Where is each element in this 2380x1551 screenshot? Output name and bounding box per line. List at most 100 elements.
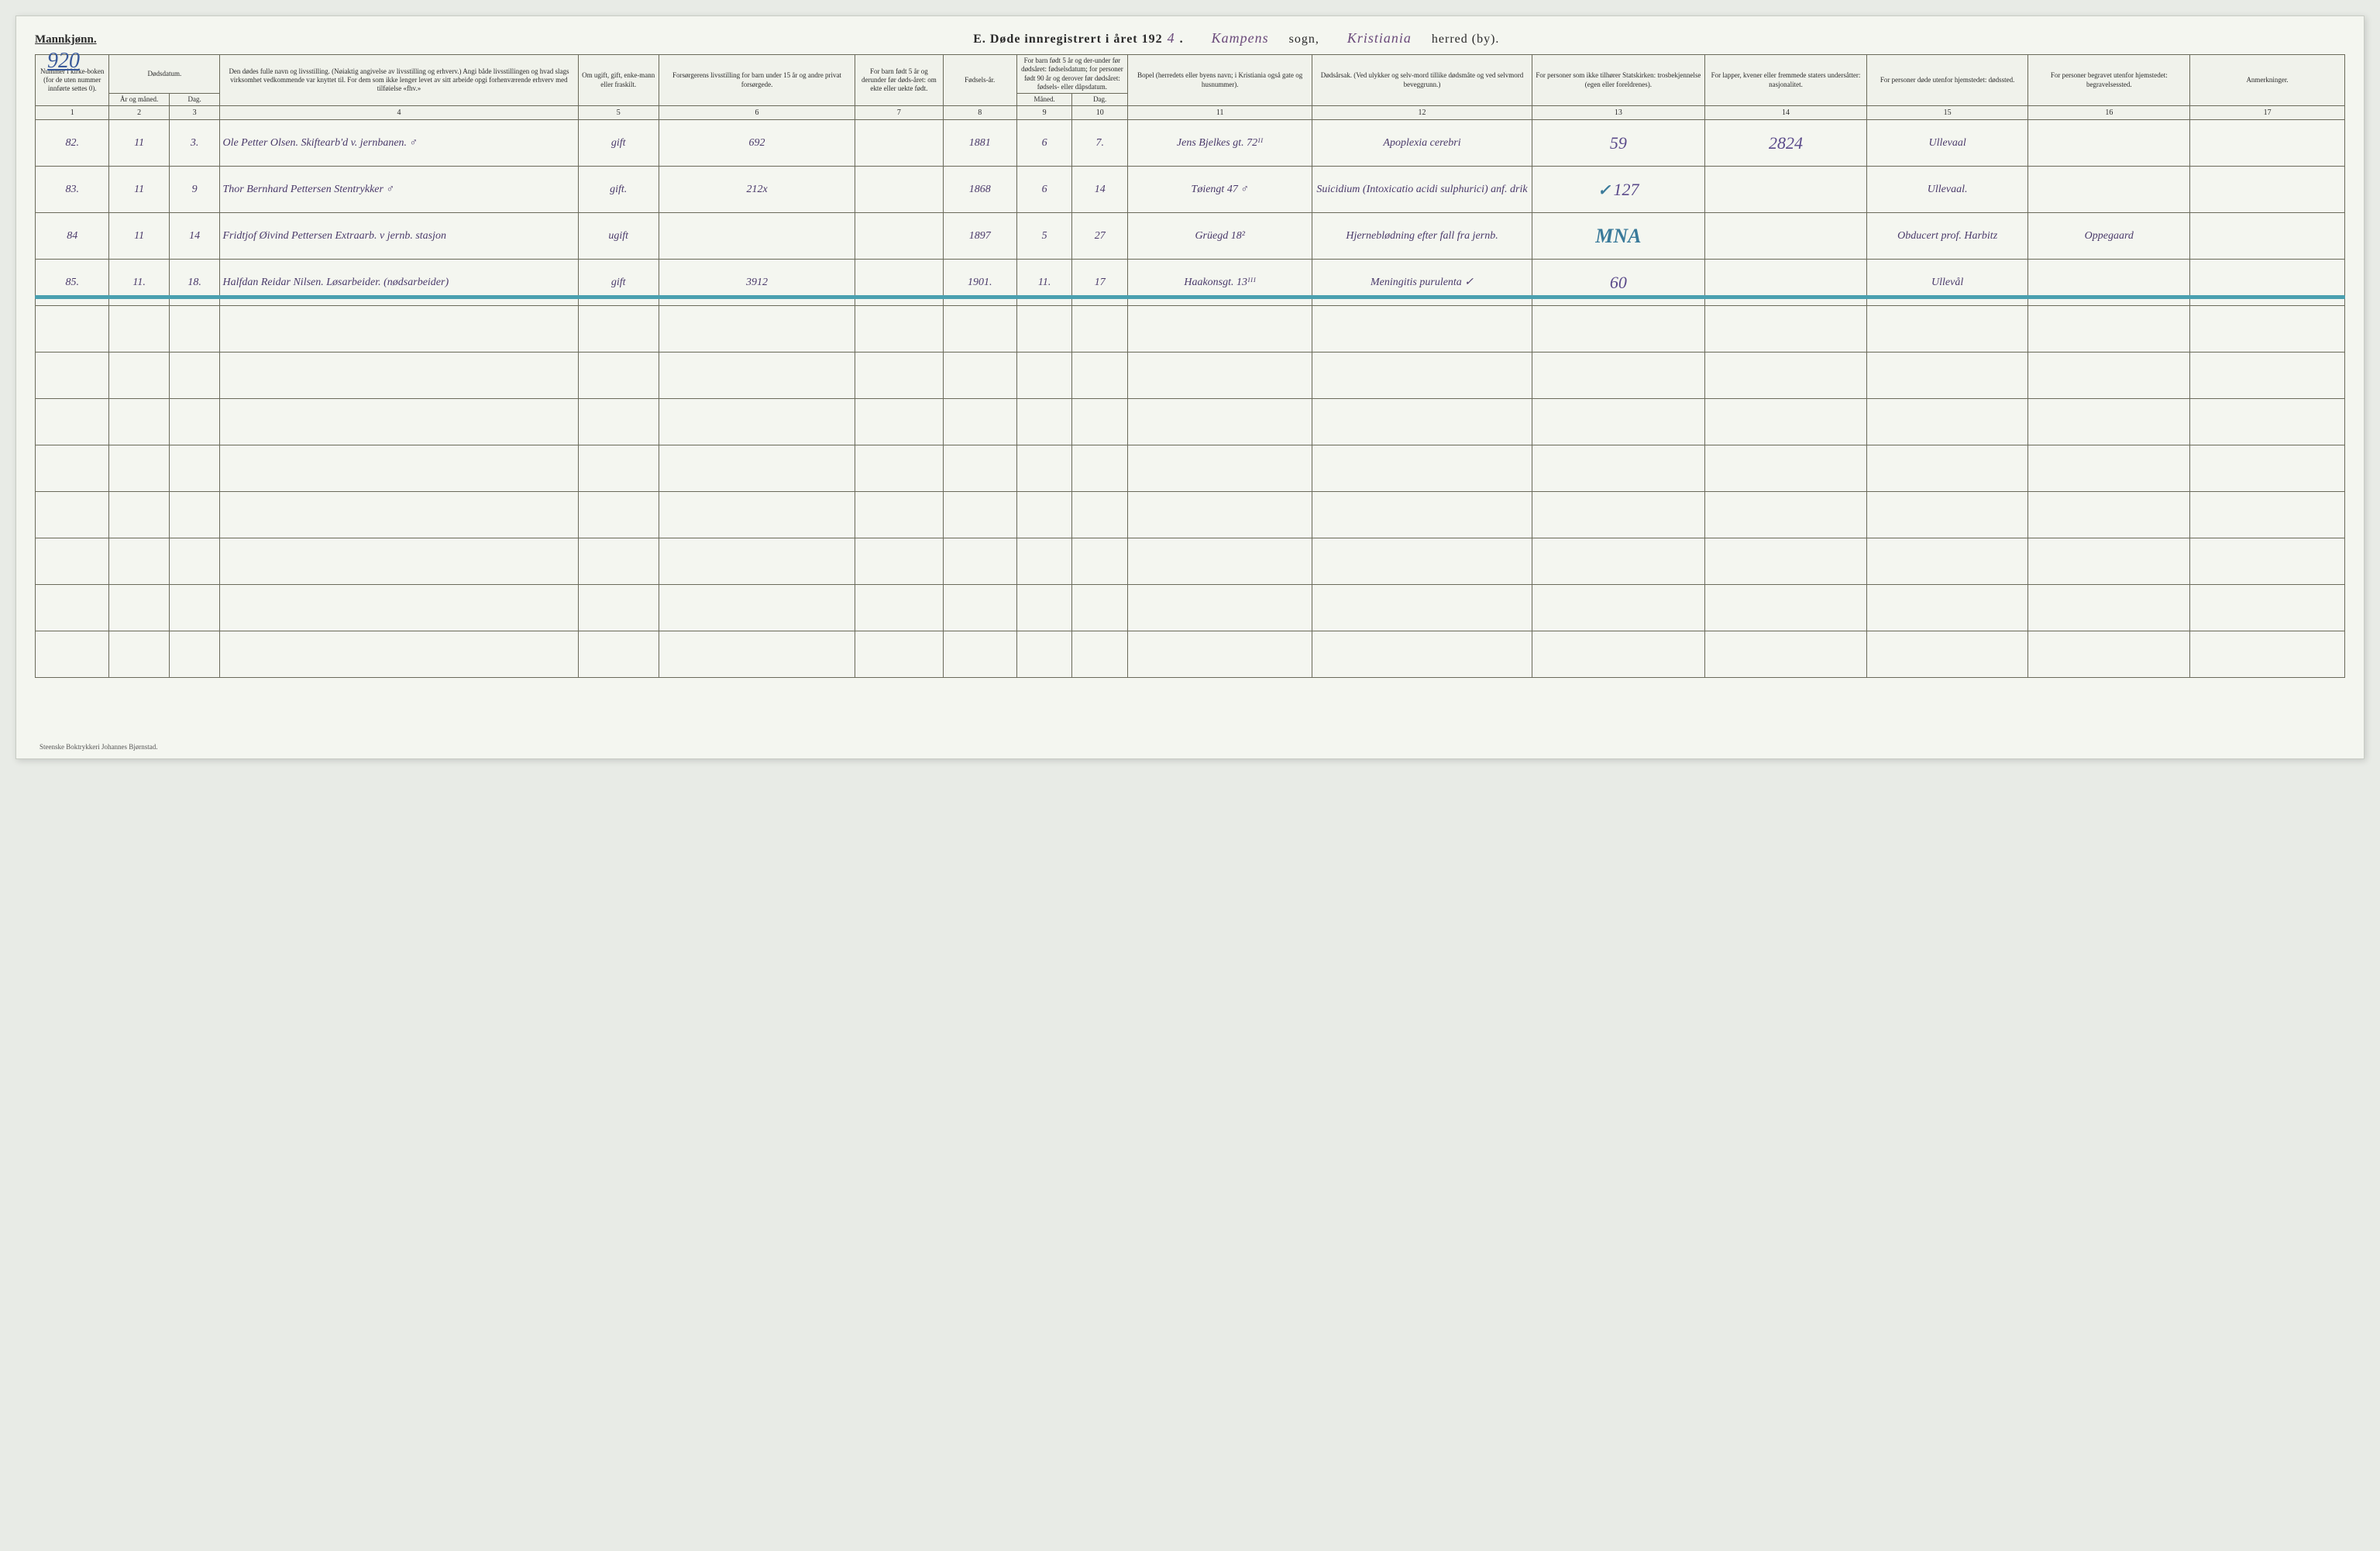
colnum: 1 bbox=[36, 106, 109, 120]
cell-sivil: gift bbox=[578, 260, 659, 306]
cell-ekte bbox=[855, 260, 943, 306]
cell-fors: 692 bbox=[659, 120, 855, 167]
col-header-14: For lapper, kvener eller fremmede stater… bbox=[1705, 55, 1867, 106]
check-mark-icon: ✓ bbox=[1598, 182, 1611, 199]
cell-fors: 212x bbox=[659, 167, 855, 213]
empty-row bbox=[36, 492, 2345, 538]
col-header-4: Den dødes fulle navn og livsstilling. (N… bbox=[220, 55, 578, 106]
cell-c16 bbox=[2028, 260, 2190, 306]
cell-aarsak: Hjerneblødning efter fall fra jernb. bbox=[1312, 213, 1532, 260]
cell-dag: 18. bbox=[169, 260, 220, 306]
colnum: 6 bbox=[659, 106, 855, 120]
cell-faar: 1868 bbox=[943, 167, 1016, 213]
cell-fm: 6 bbox=[1016, 120, 1072, 167]
cell-c14 bbox=[1705, 260, 1867, 306]
cell-faar: 1901. bbox=[943, 260, 1016, 306]
empty-row bbox=[36, 352, 2345, 399]
cell-fm: 5 bbox=[1016, 213, 1072, 260]
cell-c17 bbox=[2190, 167, 2345, 213]
cell-num: 85. bbox=[36, 260, 109, 306]
cell-dag: 9 bbox=[169, 167, 220, 213]
cell-sivil: gift. bbox=[578, 167, 659, 213]
col-subheader-d: Dag. bbox=[1072, 94, 1128, 106]
cell-fd: 17 bbox=[1072, 260, 1128, 306]
empty-row bbox=[36, 538, 2345, 585]
title-prefix: E. Døde innregistrert i året 192 bbox=[973, 33, 1162, 46]
page-number: 920 bbox=[47, 49, 80, 74]
col-header-9: For barn født 5 år og der-under før døds… bbox=[1016, 55, 1127, 94]
title-mid: . bbox=[1180, 33, 1184, 46]
parish-handwritten: Kampens bbox=[1207, 30, 1274, 46]
cell-c17 bbox=[2190, 213, 2345, 260]
table-row-struck: 84 11 14 Fridtjof Øivind Pettersen Extra… bbox=[36, 213, 2345, 260]
cell-aarsak: Apoplexia cerebri bbox=[1312, 120, 1532, 167]
cell-ekte bbox=[855, 120, 943, 167]
col-header-6: Forsørgerens livsstilling for barn under… bbox=[659, 55, 855, 106]
cell-c16 bbox=[2028, 120, 2190, 167]
cell-ar: 11. bbox=[109, 260, 170, 306]
cell-num: 84 bbox=[36, 213, 109, 260]
cell-bopel: Jens Bjelkes gt. 72ᴵᴵ bbox=[1127, 120, 1312, 167]
table-row: 85. 11. 18. Halfdan Reidar Nilsen. Løsar… bbox=[36, 260, 2345, 306]
colnum: 9 bbox=[1016, 106, 1072, 120]
cell-ekte bbox=[855, 167, 943, 213]
cell-fd: 14 bbox=[1072, 167, 1128, 213]
colnum: 3 bbox=[169, 106, 220, 120]
cell-bopel: Grüegd 18² bbox=[1127, 213, 1312, 260]
cell-c16: Oppegaard bbox=[2028, 213, 2190, 260]
cell-navn: Halfdan Reidar Nilsen. Løsarbeider. (nød… bbox=[220, 260, 578, 306]
colnum: 2 bbox=[109, 106, 170, 120]
cell-ar: 11 bbox=[109, 167, 170, 213]
cell-faar: 1881 bbox=[943, 120, 1016, 167]
cell-num: 83. bbox=[36, 167, 109, 213]
parish-label: sogn, bbox=[1289, 33, 1319, 46]
cell-c17 bbox=[2190, 260, 2345, 306]
empty-row bbox=[36, 445, 2345, 492]
empty-row bbox=[36, 585, 2345, 631]
cell-c14 bbox=[1705, 167, 1867, 213]
column-number-row: 1 2 3 4 5 6 7 8 9 10 11 12 13 14 15 16 1… bbox=[36, 106, 2345, 120]
gender-label: Mannkjønn. bbox=[35, 33, 97, 46]
cell-c17 bbox=[2190, 120, 2345, 167]
ledger-page: Mannkjønn. E. Døde innregistrert i året … bbox=[15, 15, 2365, 759]
cell-fors: 3912 bbox=[659, 260, 855, 306]
col-header-16: For personer begravet utenfor hjemstedet… bbox=[2028, 55, 2190, 106]
cell-fm: 6 bbox=[1016, 167, 1072, 213]
cell-aarsak: Meningitis purulenta ✓ bbox=[1312, 260, 1532, 306]
district-handwritten: Kristiania bbox=[1343, 30, 1416, 46]
cell-fm: 11. bbox=[1016, 260, 1072, 306]
district-label: herred (by). bbox=[1432, 33, 1500, 46]
empty-row bbox=[36, 631, 2345, 678]
col-header-11: Bopel (herredets eller byens navn; i Kri… bbox=[1127, 55, 1312, 106]
cell-navn: Ole Petter Olsen. Skiftearb'd v. jernban… bbox=[220, 120, 578, 167]
cell-bopel: Tøiengt 47 ♂ bbox=[1127, 167, 1312, 213]
col-header-2: Dødsdatum. bbox=[109, 55, 220, 94]
colnum: 5 bbox=[578, 106, 659, 120]
cell-fors bbox=[659, 213, 855, 260]
strikethrough-line bbox=[35, 295, 2345, 297]
cell-c13: MNA bbox=[1595, 225, 1641, 247]
col-header-5: Om ugift, gift, enke-mann eller fraskilt… bbox=[578, 55, 659, 106]
col-header-12: Dødsårsak. (Ved ulykker og selv-mord til… bbox=[1312, 55, 1532, 106]
cell-navn: Thor Bernhard Pettersen Stentrykker ♂ bbox=[220, 167, 578, 213]
cell-sivil: ugift bbox=[578, 213, 659, 260]
header-row: Mannkjønn. E. Døde innregistrert i året … bbox=[35, 30, 2345, 46]
empty-row bbox=[36, 306, 2345, 352]
col-header-17: Anmerkninger. bbox=[2190, 55, 2345, 106]
cell-aarsak: Suicidium (Intoxicatio acidi sulphurici)… bbox=[1312, 167, 1532, 213]
colnum: 11 bbox=[1127, 106, 1312, 120]
table-body: 82. 11 3. Ole Petter Olsen. Skiftearb'd … bbox=[36, 120, 2345, 678]
colnum: 13 bbox=[1532, 106, 1705, 120]
cell-c15: Ullevaal bbox=[1866, 120, 2028, 167]
table-header: Nummer i kirke-boken (for de uten nummer… bbox=[36, 55, 2345, 120]
empty-row bbox=[36, 399, 2345, 445]
cell-dag: 3. bbox=[169, 120, 220, 167]
cell-sivil: gift bbox=[578, 120, 659, 167]
cell-c13: 60 bbox=[1610, 273, 1627, 292]
cell-ar: 11 bbox=[109, 213, 170, 260]
colnum: 12 bbox=[1312, 106, 1532, 120]
cell-c14 bbox=[1705, 213, 1867, 260]
cell-c14: 2824 bbox=[1769, 133, 1803, 153]
colnum: 4 bbox=[220, 106, 578, 120]
cell-c15: Obducert prof. Harbitz bbox=[1866, 213, 2028, 260]
